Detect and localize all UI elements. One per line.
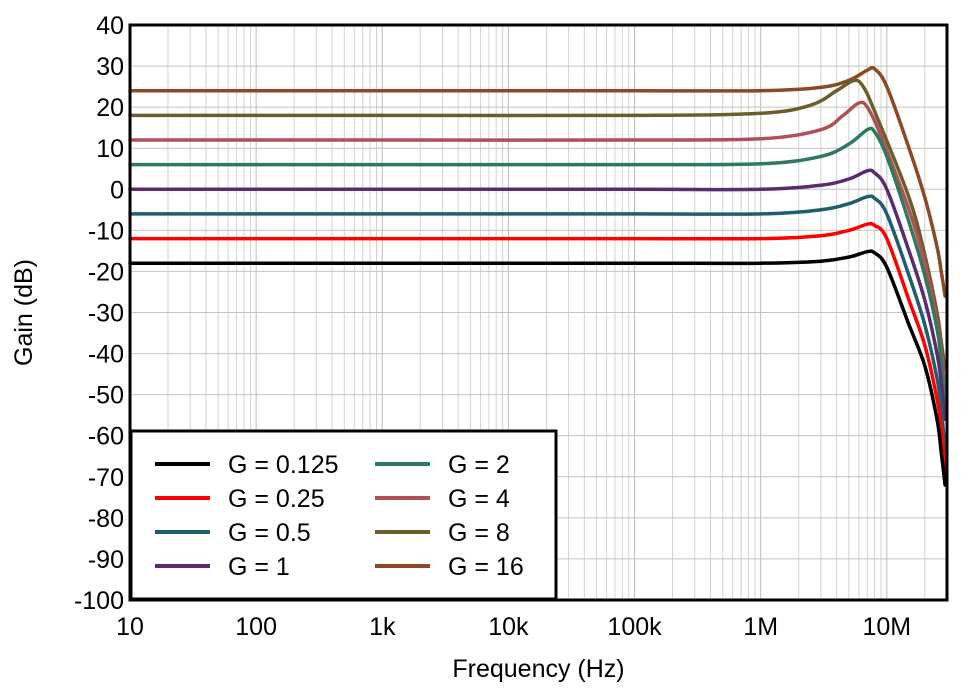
legend-label: G = 8 (448, 519, 510, 547)
y-tick-label: -30 (88, 300, 124, 328)
legend: G = 0.125 G = 0.25 G = 0.5 G = 1 G = 2 G = 4 G… (129, 429, 558, 601)
legend-label: G = 2 (448, 451, 510, 479)
y-axis-ticks: 40 30 20 10 0 -10 -20 -30 -40 -50 -60 -70 -80 -90 -100 (74, 12, 124, 615)
y-tick-label: -100 (74, 587, 124, 615)
y-tick-label: -10 (88, 217, 124, 245)
legend-label: G = 16 (448, 553, 524, 581)
x-tick-label: 1M (743, 613, 778, 641)
y-tick-label: 10 (96, 135, 124, 163)
y-tick-label: -60 (88, 423, 124, 451)
legend-items: G = 0.125 G = 0.25 G = 0.5 G = 1 G = 2 G = 4 G… (155, 451, 524, 581)
x-axis-title: Frequency (Hz) (452, 655, 624, 683)
x-tick-label: 10k (488, 613, 529, 641)
x-tick-label: 1k (369, 613, 396, 641)
y-tick-label: 30 (96, 53, 124, 81)
x-tick-label: 10 (116, 613, 144, 641)
y-tick-label: -20 (88, 258, 124, 286)
series-line-g-1 (128, 168, 947, 422)
legend-label: G = 0.125 (228, 451, 339, 479)
legend-label: G = 0.5 (228, 519, 311, 547)
x-tick-label: 100 (235, 613, 277, 641)
legend-box (129, 429, 558, 601)
y-tick-label: -70 (88, 464, 124, 492)
legend-label: G = 1 (228, 553, 290, 581)
legend-label: G = 4 (448, 485, 510, 513)
y-tick-label: 0 (110, 176, 124, 204)
series-line-g-0-25 (128, 221, 947, 475)
y-tick-label: -90 (88, 546, 124, 574)
series-line-g-16 (128, 65, 947, 298)
series-layer (128, 65, 947, 487)
series-line-g-0-5 (128, 194, 947, 454)
x-axis-ticks: 10 100 1k 10k 100k 1M 10M (116, 613, 911, 641)
y-tick-label: -80 (88, 505, 124, 533)
y-tick-label: 20 (96, 94, 124, 122)
series-line-g-2 (128, 126, 947, 405)
series-line-g-4 (128, 100, 947, 389)
y-tick-label: -40 (88, 341, 124, 369)
legend-label: G = 0.25 (228, 485, 325, 513)
series-line-g-0-125 (128, 249, 947, 487)
x-tick-label: 100k (607, 613, 662, 641)
x-tick-label: 10M (862, 613, 911, 641)
y-tick-label: 40 (96, 12, 124, 40)
y-axis-title: Gain (dB) (10, 259, 38, 366)
y-tick-label: -50 (88, 382, 124, 410)
series-line-g-8 (128, 78, 947, 372)
